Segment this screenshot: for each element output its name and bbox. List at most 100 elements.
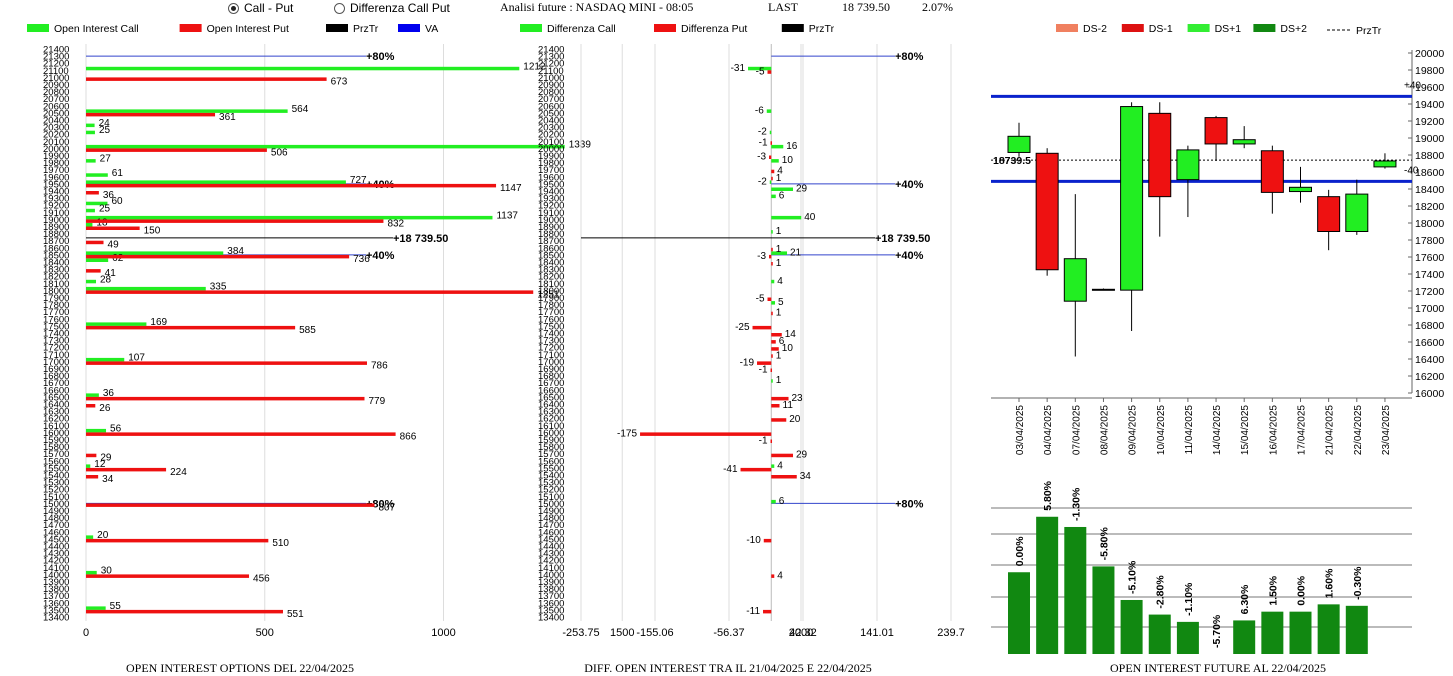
middle-strike-tick: 13900 (538, 577, 564, 588)
middle-strike-tick: 15600 (538, 456, 564, 467)
candle-y-tick: 17600 (1415, 252, 1444, 264)
left-call-label: 107 (128, 352, 145, 363)
legend-swatch-1 (654, 24, 676, 32)
middle-strike-tick: 20200 (538, 130, 564, 141)
legend-swatch-1 (179, 24, 202, 32)
left-strike-tick: 15300 (43, 478, 69, 489)
middle-strike-tick: 13700 (538, 591, 564, 602)
left-put-label: 456 (253, 573, 270, 584)
oi-bar-label: -0.30% (1352, 566, 1364, 600)
middle-strike-tick: 21100 (538, 66, 564, 77)
left-strike-tick: 19900 (43, 151, 69, 162)
left-strike-tick: 19100 (43, 208, 69, 219)
radio-differenza[interactable]: Differenza Call Put (334, 1, 450, 15)
middle-call-bar (771, 215, 802, 220)
left-call-bar (86, 258, 109, 262)
left-call-label: 1339 (569, 139, 592, 150)
left-strike-tick: 21000 (43, 73, 69, 84)
left-call-bar (86, 223, 93, 227)
legend-label-0: Open Interest Call (54, 23, 139, 35)
middle-strike-tick: 18100 (538, 279, 564, 290)
oi-bar-label: -5.10% (1127, 560, 1139, 594)
middle-strike-tick: 19900 (538, 151, 564, 162)
left-call-bar (86, 570, 97, 575)
left-call-label: 28 (100, 274, 112, 285)
middle-put-bar (771, 347, 779, 351)
middle-strike-tick: 15700 (538, 449, 564, 460)
candle-body (1232, 139, 1256, 145)
middle-put-label: -1 (759, 365, 768, 376)
candle-y-tick: 18400 (1415, 184, 1444, 196)
left-put-label: 34 (102, 474, 114, 485)
left-strike-tick: 17700 (43, 307, 69, 318)
left-put-bar (86, 112, 216, 117)
middle-strike-tick: 17400 (538, 329, 564, 340)
oi-bar (1008, 572, 1030, 654)
left-put-label: 41 (105, 268, 117, 279)
left-strike-tick: 18700 (43, 236, 69, 247)
middle-put-bar (763, 538, 772, 543)
left-strike-tick: 18200 (43, 272, 69, 283)
middle-call-label: -2 (758, 127, 767, 138)
candle-marker-up: +40 (1404, 80, 1421, 91)
left-strike-tick: 15000 (43, 499, 69, 510)
left-strike-tick: 16300 (43, 407, 69, 418)
left-strike-tick: 13600 (43, 598, 69, 609)
middle-x-tick: 42.32 (789, 627, 817, 639)
candle-y-tick: 18600 (1415, 167, 1444, 179)
candle-y-tick: 16800 (1415, 320, 1444, 332)
left-strike-tick: 14700 (43, 520, 69, 531)
left-strike-tick: 18500 (43, 250, 69, 261)
last-value: 18 739.50 (842, 0, 890, 14)
middle-put-bar (771, 453, 794, 458)
middle-call-bar (771, 301, 776, 305)
left-strike-tick: 15700 (43, 449, 69, 460)
legend-label-3: VA (425, 23, 438, 35)
candle-y-tick: 17800 (1415, 235, 1444, 247)
middle-strike-tick: 16200 (538, 414, 564, 425)
middle-strike-tick: 14100 (538, 563, 564, 574)
left-put-bar (86, 325, 296, 330)
left-put-label: 49 (108, 240, 120, 251)
middle-put-label: -25 (735, 322, 750, 333)
analisi-label: Analisi future : NASDAQ MINI - 08:05 (500, 0, 694, 14)
left-strike-tick: 19400 (43, 187, 69, 198)
middle-strike-tick: 17700 (538, 307, 564, 318)
middle-strike-tick: 20700 (538, 94, 564, 105)
left-x-tick: 500 (256, 627, 274, 639)
left-strike-tick: 20300 (43, 123, 69, 134)
left-strike-tick: 20600 (43, 101, 69, 112)
middle-strike-tick: 13800 (538, 584, 564, 595)
left-call-label: 30 (101, 565, 113, 576)
candle-date-label: 03/04/2025 (1015, 405, 1026, 455)
left-put-bar (86, 574, 250, 578)
left-strike-tick: 13500 (43, 605, 69, 616)
middle-panel-title: DIFF. OPEN INTEREST TRA IL 21/04/2025 E … (584, 661, 872, 675)
left-call-label: 62 (112, 253, 124, 264)
left-strike-tick: 16200 (43, 414, 69, 425)
legend-label-2: PrzTr (809, 23, 835, 35)
middle-strike-tick: 20500 (538, 108, 564, 119)
left-strike-tick: 15600 (43, 456, 69, 467)
oi-bar-label: 1.50% (1267, 575, 1279, 605)
left-call-bar (86, 535, 94, 539)
middle-put-bar (771, 418, 787, 422)
middle-strike-tick: 18000 (538, 286, 564, 297)
oi-bar (1289, 611, 1312, 654)
middle-va-label: +40% (895, 250, 924, 262)
candle-y-tick: 16400 (1415, 354, 1444, 366)
left-call-bar (86, 66, 520, 71)
left-strike-tick: 18900 (43, 222, 69, 233)
left-call-bar (86, 109, 288, 113)
middle-put-bar (771, 247, 773, 252)
radio-call-put[interactable]: Call - Put (228, 1, 293, 15)
middle-strike-tick: 14700 (538, 520, 564, 531)
middle-strike-tick: 19800 (538, 158, 564, 169)
left-call-label: 36 (103, 388, 115, 399)
left-strike-tick: 21100 (43, 66, 69, 77)
left-put-label: 736 (353, 254, 370, 265)
legend-label-1: Open Interest Put (207, 23, 289, 35)
middle-strike-tick: 20000 (538, 144, 564, 155)
middle-strike-tick: 16800 (538, 371, 564, 382)
